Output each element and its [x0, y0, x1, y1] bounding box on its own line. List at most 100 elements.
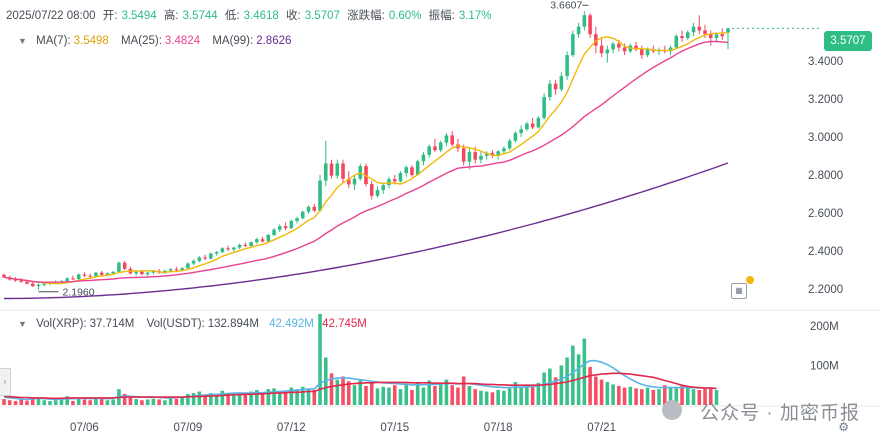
- ma99-value: 2.8626: [256, 35, 292, 47]
- volume-bar: [674, 388, 679, 405]
- volume-bar: [496, 389, 500, 405]
- calendar-icon[interactable]: ▦: [731, 283, 747, 299]
- volume-ma2-line: [3, 372, 717, 400]
- candle-body: [599, 45, 604, 54]
- expand-panel-icon[interactable]: ›: [0, 368, 11, 396]
- volume-bar: [134, 399, 138, 405]
- candle-body: [88, 275, 92, 277]
- volume-bar: [651, 389, 656, 405]
- vol-usdt-value: 132.894M: [207, 318, 259, 330]
- amplitude-label: 振幅:: [428, 10, 455, 22]
- candle-body: [484, 152, 489, 156]
- candle-body: [703, 30, 707, 35]
- low-value: 3.4618: [243, 10, 279, 22]
- candle-body: [145, 272, 150, 275]
- volume-bar: [381, 386, 386, 405]
- price-tick-label: 2.4000: [808, 246, 843, 258]
- amplitude-value: 3.17%: [458, 10, 492, 22]
- volume-bar: [191, 393, 196, 405]
- volume-bar: [410, 389, 414, 405]
- candle-body: [99, 272, 104, 275]
- volume-bar: [237, 392, 242, 405]
- time-tick-label: 07/06: [70, 422, 99, 434]
- candle-body: [444, 135, 449, 143]
- volume-bar: [220, 390, 225, 405]
- vol-collapse-caret-icon[interactable]: ▼: [18, 319, 27, 329]
- volume-bar: [427, 380, 431, 405]
- volume-bar: [145, 399, 150, 405]
- volume-bar: [392, 385, 397, 405]
- volume-bar: [25, 400, 29, 405]
- candle-body: [415, 161, 420, 175]
- candle-body: [186, 263, 190, 269]
- volume-bar: [301, 386, 305, 405]
- volume-bar: [571, 345, 575, 405]
- candle-body: [197, 257, 202, 261]
- candle-body: [209, 253, 213, 259]
- volume-bar: [519, 386, 523, 405]
- candle-body: [329, 163, 334, 176]
- candle-body: [605, 49, 610, 54]
- candle-body: [507, 140, 512, 149]
- candle-body: [214, 252, 219, 254]
- candle-body: [117, 262, 121, 272]
- volume-bar: [260, 393, 265, 405]
- volume-bar: [525, 384, 529, 405]
- volume-bar: [174, 398, 179, 405]
- volume-bar: [335, 379, 340, 405]
- candle-body: [479, 155, 483, 160]
- volume-bar: [105, 400, 110, 405]
- volume-bar: [548, 368, 552, 405]
- candle-body: [76, 274, 81, 280]
- candle-body: [301, 211, 305, 219]
- volume-bar: [94, 397, 98, 405]
- volume-bar: [404, 383, 409, 405]
- price-tick-label: 3.2000: [808, 94, 843, 106]
- change-label: 涨跌幅:: [347, 10, 385, 22]
- candle-body: [553, 83, 558, 90]
- volume-bar: [99, 399, 104, 405]
- current-price-tag: 3.5707: [824, 31, 872, 51]
- vol-ma2-value: 42.745M: [322, 318, 367, 330]
- volume-bar: [657, 389, 661, 405]
- candle-body: [726, 28, 730, 33]
- time-tick-label: 07/12: [277, 422, 306, 434]
- candle-body: [582, 15, 587, 27]
- ma7-value: 3.5498: [73, 35, 109, 47]
- price-tick-label: 2.2000: [808, 284, 843, 296]
- low-annotation: 2.1960: [62, 287, 94, 299]
- volume-bar: [628, 386, 633, 405]
- candle-body: [36, 284, 41, 287]
- volume-bar: [71, 401, 75, 405]
- volume-bar: [640, 389, 644, 405]
- vol-usdt-label: Vol(USDT):: [146, 318, 205, 330]
- candle-body: [525, 123, 529, 130]
- watermark-text: 公众号 · 加密币报: [700, 403, 860, 424]
- wechat-logo-icon: [662, 400, 682, 420]
- volume-bar: [387, 387, 391, 405]
- candle-body: [392, 179, 397, 182]
- collapse-caret-icon[interactable]: ▼: [18, 36, 27, 46]
- low-label: 低:: [224, 10, 240, 22]
- vol-xrp-value: 37.714M: [89, 318, 135, 330]
- candle-body: [565, 55, 569, 77]
- volume-bar: [203, 394, 207, 405]
- volume-bar: [668, 387, 673, 405]
- settings-icon[interactable]: ⚙: [838, 420, 849, 434]
- volume-bar: [461, 376, 466, 405]
- volume-bar: [513, 382, 518, 405]
- time-tick-label: 07/09: [173, 422, 202, 434]
- candle-body: [622, 47, 627, 52]
- candle-body: [438, 142, 443, 151]
- volume-bar: [329, 373, 334, 405]
- volume-bar: [163, 400, 167, 405]
- candle-body: [174, 269, 179, 271]
- volume-bar: [479, 390, 483, 405]
- time-tick-label: 07/18: [484, 422, 513, 434]
- candle-body: [65, 278, 69, 282]
- volume-bar: [697, 389, 702, 405]
- volume-bar: [588, 367, 592, 405]
- high-value: 3.5744: [182, 10, 218, 22]
- volume-bar: [634, 388, 638, 405]
